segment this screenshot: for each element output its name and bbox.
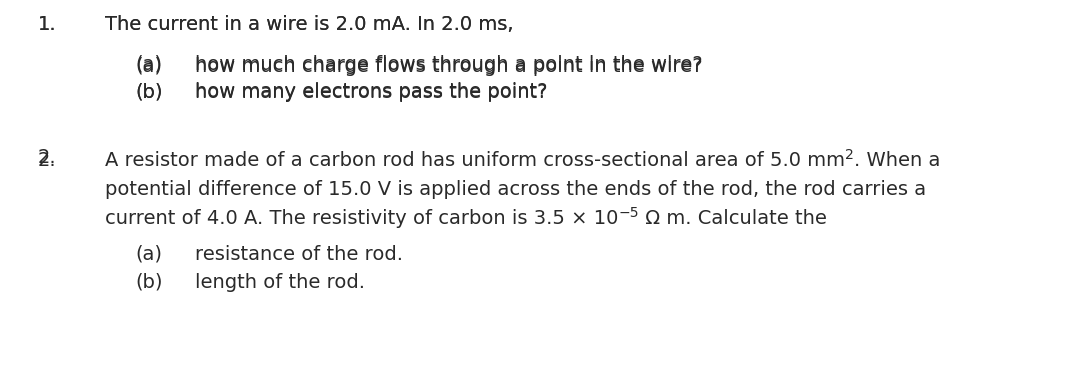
Text: current of 4.0 A. The resistivity of carbon is 3.5 × 10: current of 4.0 A. The resistivity of car… (105, 209, 618, 228)
Text: 2.: 2. (38, 148, 57, 167)
Text: 1.: 1. (38, 15, 57, 34)
Text: (a): (a) (135, 57, 162, 76)
Text: (a): (a) (135, 55, 162, 74)
Text: 1.: 1. (38, 15, 57, 34)
Text: 2.: 2. (38, 151, 57, 170)
Text: . When a: . When a (854, 151, 940, 170)
Text: (a): (a) (135, 245, 162, 264)
Text: (b): (b) (135, 83, 162, 102)
Text: (b): (b) (135, 82, 162, 101)
Text: how many electrons pass the point?: how many electrons pass the point? (195, 82, 548, 101)
Text: length of the rod.: length of the rod. (195, 273, 365, 292)
Text: how many electrons pass the point?: how many electrons pass the point? (195, 83, 548, 102)
Text: The current in a wire is 2.0 mA. In 2.0 ms,: The current in a wire is 2.0 mA. In 2.0 … (105, 15, 514, 34)
Text: 2: 2 (845, 148, 854, 162)
Text: The current in a wire is 2.0 mA. In 2.0 ms,: The current in a wire is 2.0 mA. In 2.0 … (105, 15, 514, 34)
Text: resistance of the rod.: resistance of the rod. (195, 245, 403, 264)
Text: −5: −5 (618, 206, 639, 220)
Text: Ω m. Calculate the: Ω m. Calculate the (639, 209, 827, 228)
Text: A resistor made of a carbon rod has uniform cross-sectional area of 5.0 mm: A resistor made of a carbon rod has unif… (105, 151, 845, 170)
Text: potential difference of 15.0 V is applied across the ends of the rod, the rod ca: potential difference of 15.0 V is applie… (105, 180, 926, 199)
Text: how much charge flows through a point in the wire?: how much charge flows through a point in… (195, 57, 703, 76)
Text: how much charge flows through a point in the wire?: how much charge flows through a point in… (195, 55, 703, 74)
Text: (b): (b) (135, 273, 162, 292)
